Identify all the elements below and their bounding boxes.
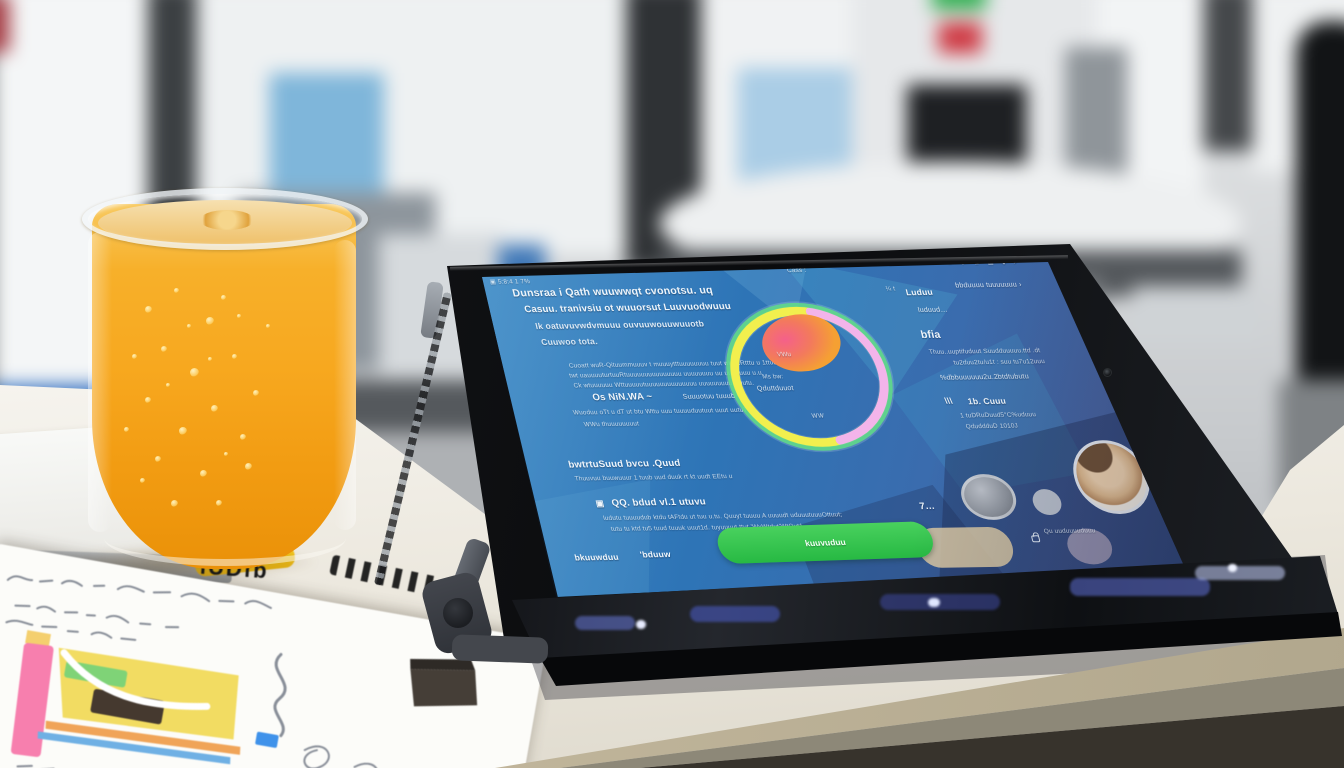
bubble — [139, 477, 145, 483]
notebook — [0, 543, 548, 768]
donut-blob — [762, 314, 841, 372]
marker-pink-bar — [11, 643, 54, 757]
led-glint — [575, 616, 635, 630]
marker-blue-chip — [255, 731, 279, 748]
camera-dot — [1103, 368, 1112, 377]
bubble — [144, 306, 152, 314]
led-dot — [928, 598, 940, 607]
donut-segment-pink — [805, 307, 889, 445]
bubble — [210, 404, 218, 412]
marker-yellow-cap — [25, 630, 52, 648]
bubble — [231, 353, 237, 359]
bubble — [144, 397, 151, 404]
red-object — [0, 0, 10, 53]
bubble — [165, 382, 170, 387]
bubble — [160, 346, 167, 353]
sketch-white-curve — [60, 649, 211, 710]
bubble — [205, 317, 214, 326]
stand-foot — [451, 634, 549, 664]
green-indicator — [931, 0, 987, 10]
bubble — [266, 324, 271, 329]
donut-ring-green — [726, 302, 893, 451]
glass-highlight-left — [88, 232, 112, 532]
notebook-sketches — [5, 575, 478, 768]
blue-panel — [269, 73, 384, 193]
bubble — [208, 357, 213, 362]
stand-knob — [443, 598, 473, 628]
sketch-box-top — [410, 658, 476, 671]
pillar — [1203, 0, 1256, 152]
led-glint — [690, 606, 780, 622]
equipment — [1132, 286, 1258, 344]
glass-bottom-edge — [104, 510, 346, 566]
led-glint — [1195, 566, 1285, 580]
marker-orange-band — [45, 720, 241, 755]
bubble — [155, 455, 162, 462]
sketch-box — [410, 669, 478, 707]
glass-highlight-right — [334, 240, 356, 530]
screen-content: ▣ 5:8:4 1 7% Cass : ≡ ⋮ ▲ ▥ ◆ ▸ Dunsraa … — [482, 262, 1184, 597]
bubble — [131, 353, 137, 359]
led-glint — [880, 594, 1000, 610]
marker-blue-band — [37, 731, 231, 765]
bubble — [216, 499, 223, 506]
bubble — [171, 499, 179, 507]
bubble — [221, 295, 227, 301]
orange-juice — [92, 204, 356, 569]
juice-glass — [82, 188, 368, 573]
bubble — [239, 433, 246, 440]
led-dot — [636, 620, 646, 629]
red-indicator — [938, 22, 982, 54]
dark-screen — [907, 84, 1027, 166]
bubble — [224, 452, 228, 457]
bubble — [187, 324, 192, 329]
bubble — [179, 426, 188, 435]
led-glint — [1070, 578, 1210, 596]
juice-bubbles — [92, 204, 356, 569]
bubble — [237, 313, 242, 318]
bubble — [173, 287, 179, 293]
donut-chart — [724, 301, 895, 453]
bubble — [200, 470, 208, 478]
bubble — [123, 426, 129, 432]
glass-rim — [82, 188, 368, 250]
bubble — [253, 390, 260, 397]
bubble — [245, 463, 253, 471]
marker-dark-block — [90, 689, 165, 725]
led-dot — [1228, 564, 1237, 572]
bubble — [189, 368, 199, 378]
